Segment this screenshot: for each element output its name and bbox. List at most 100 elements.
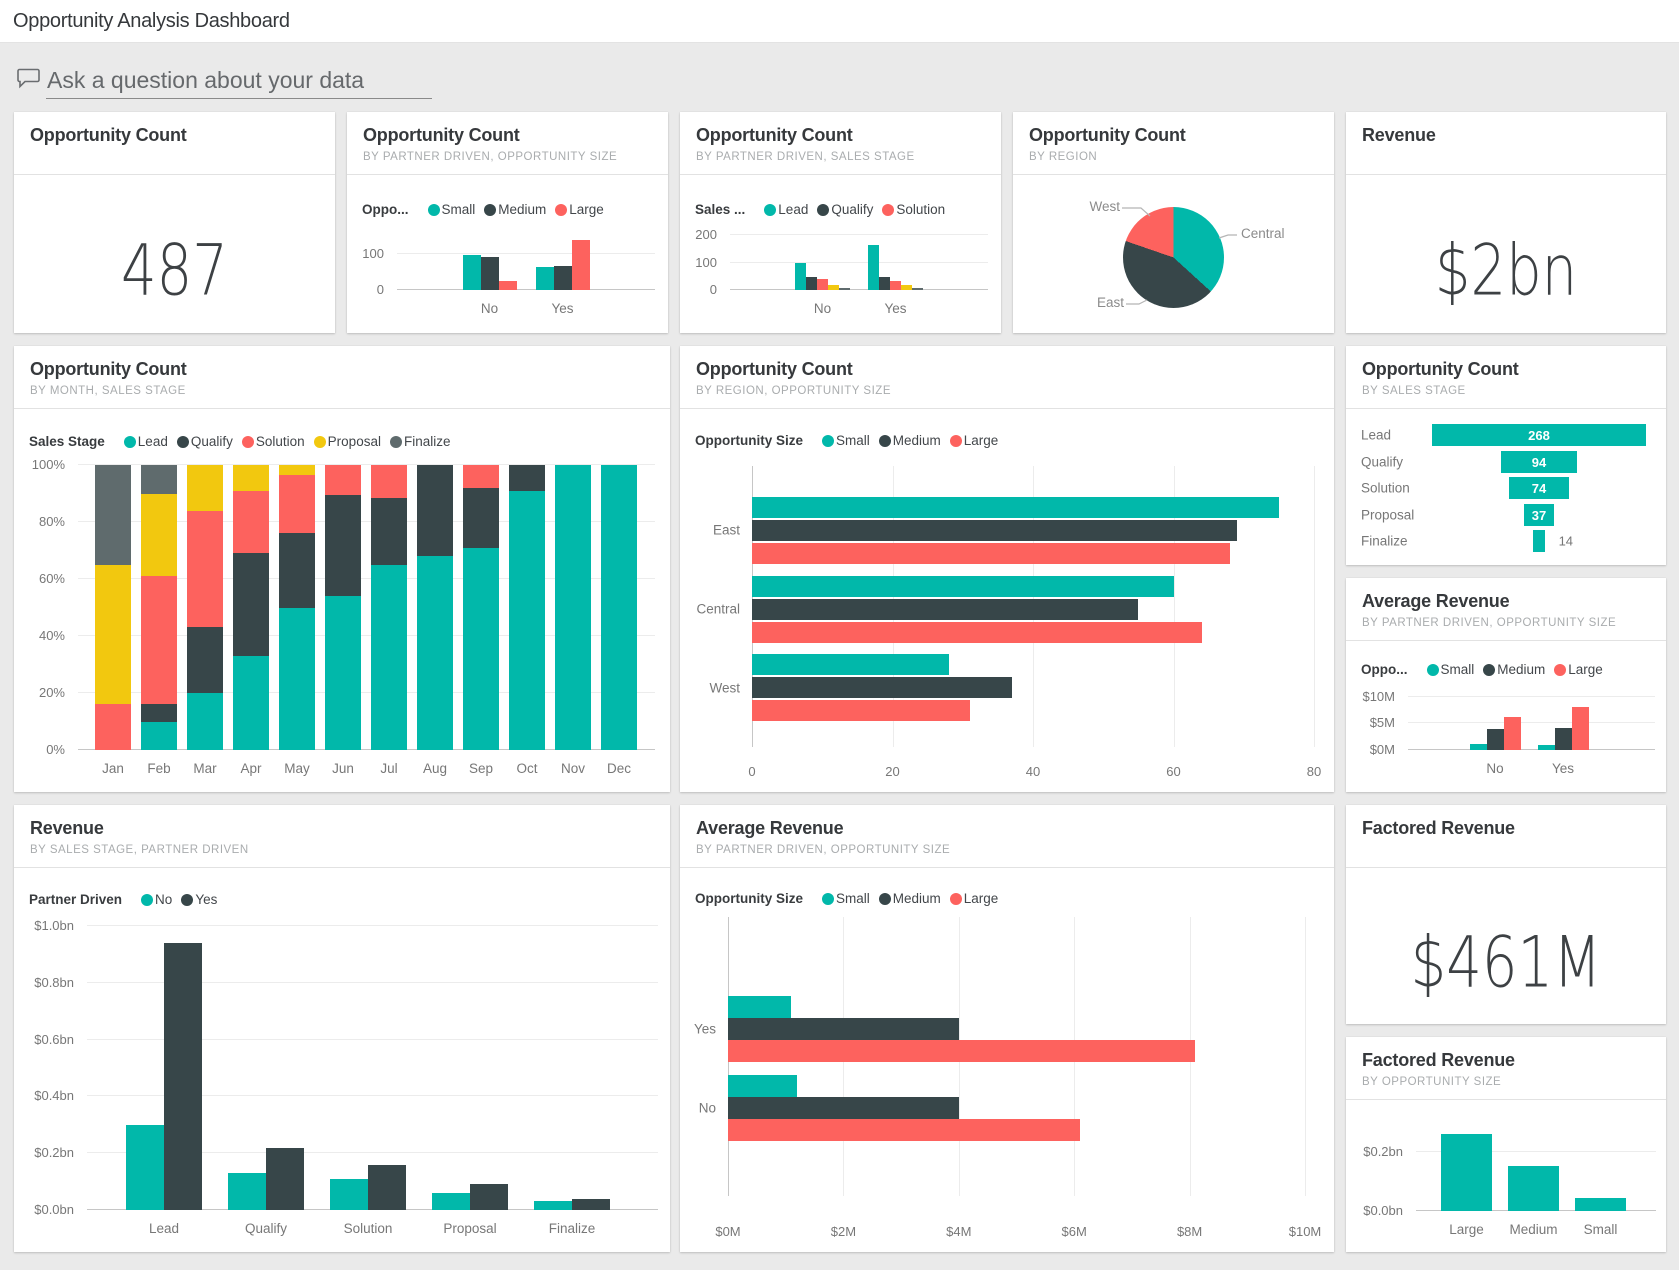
legend-item[interactable]: Small (1426, 662, 1474, 677)
bar-small[interactable] (752, 575, 1174, 597)
legend-item[interactable]: Large (555, 202, 604, 217)
bar-small[interactable] (728, 996, 792, 1019)
funnel-bar[interactable] (1533, 530, 1545, 552)
segment-proposal[interactable] (187, 465, 223, 511)
bar-no[interactable] (330, 1178, 368, 1210)
question-input[interactable]: Ask a question about your data (46, 61, 432, 99)
legend-item[interactable]: Solution (882, 202, 945, 217)
bar-medium[interactable] (1486, 728, 1504, 750)
bar-lead[interactable] (795, 263, 806, 290)
stacked-column[interactable] (95, 465, 131, 750)
segment-finalize[interactable] (95, 465, 131, 565)
legend-item[interactable]: Proposal (313, 434, 381, 449)
bar-qualify[interactable] (806, 276, 817, 290)
legend-item[interactable]: Yes (181, 892, 217, 907)
bar-large[interactable] (752, 700, 970, 722)
segment-lead[interactable] (279, 607, 315, 750)
segment-solution[interactable] (279, 474, 315, 534)
bar-no[interactable] (126, 1124, 164, 1210)
segment-lead[interactable] (555, 465, 591, 750)
legend-item[interactable]: Small (427, 202, 475, 217)
segment-lead[interactable] (187, 693, 223, 750)
segment-qualify[interactable] (325, 494, 361, 597)
tile-factored-revenue-total[interactable]: Factored Revenue $461M (1346, 805, 1666, 1024)
funnel-bar[interactable]: 94 (1501, 450, 1577, 473)
bar-no[interactable] (228, 1173, 266, 1210)
bar-large[interactable] (728, 1118, 1080, 1141)
stacked-column[interactable] (463, 465, 499, 750)
tile-opportunity-count-by-partner-driven-opportunity-size[interactable]: Opportunity Count BY PARTNER DRIVEN, OPPO… (347, 112, 668, 333)
bar-proposal[interactable] (901, 285, 912, 290)
segment-solution[interactable] (95, 704, 131, 750)
segment-qualify[interactable] (141, 704, 177, 722)
segment-lead[interactable] (417, 556, 453, 750)
bar-medium[interactable] (1554, 728, 1572, 750)
segment-solution[interactable] (233, 490, 269, 554)
bar-small[interactable] (752, 496, 1279, 518)
tile-average-revenue-by-partner-driven-opportunity-size-horizontal[interactable]: Average Revenue BY PARTNER DRIVEN, OPPORT… (680, 805, 1334, 1252)
legend-item[interactable]: Medium (484, 202, 546, 217)
segment-solution[interactable] (463, 465, 499, 488)
stacked-column[interactable] (555, 465, 591, 750)
legend-item[interactable]: Small (822, 433, 870, 448)
segment-lead[interactable] (601, 465, 637, 750)
segment-finalize[interactable] (141, 465, 177, 494)
stacked-column[interactable] (325, 465, 361, 750)
legend-item[interactable]: Lead (764, 202, 808, 217)
legend-item[interactable]: Solution (241, 434, 305, 449)
question-bar[interactable]: Ask a question about your data (17, 61, 432, 103)
bar-no[interactable] (534, 1201, 572, 1210)
segment-lead[interactable] (233, 655, 269, 750)
bar-medium[interactable] (752, 677, 1012, 699)
tile-revenue-total[interactable]: Revenue $2bn (1346, 112, 1666, 333)
bar-medium[interactable] (728, 1018, 959, 1041)
tile-opportunity-count-total[interactable]: Opportunity Count 487 (14, 112, 335, 333)
stacked-column[interactable] (509, 465, 545, 750)
legend-item[interactable]: No (141, 892, 172, 907)
tile-factored-revenue-by-opportunity-size[interactable]: Factored Revenue BY OPPORTUNITY SIZE $0.0b… (1346, 1037, 1666, 1252)
pie-chart[interactable] (1123, 206, 1224, 308)
segment-proposal[interactable] (279, 465, 315, 475)
bar-large[interactable] (752, 542, 1230, 564)
tile-opportunity-count-by-sales-stage[interactable]: Opportunity Count BY SALES STAGE Lead 268 Qu… (1346, 346, 1666, 565)
tile-opportunity-count-by-month-sales-stage[interactable]: Opportunity Count BY MONTH, SALES STAGE Sa… (14, 346, 670, 792)
bar-large[interactable] (728, 1040, 1196, 1063)
stacked-column[interactable] (279, 465, 315, 750)
bar-large[interactable] (1503, 717, 1521, 750)
legend-item[interactable]: Qualify (817, 202, 873, 217)
segment-proposal[interactable] (233, 465, 269, 491)
funnel-bar[interactable]: 268 (1432, 424, 1646, 446)
segment-qualify[interactable] (233, 553, 269, 656)
segment-proposal[interactable] (141, 493, 177, 577)
funnel-bar[interactable]: 74 (1509, 477, 1569, 499)
legend-item[interactable]: Small (822, 891, 870, 906)
stacked-column[interactable] (601, 465, 637, 750)
bar-small[interactable] (728, 1074, 798, 1097)
bar-finalize[interactable] (912, 288, 923, 290)
stacked-column[interactable] (233, 465, 269, 750)
funnel-bar[interactable]: 37 (1524, 503, 1554, 526)
bar-large[interactable] (752, 621, 1202, 643)
legend-item[interactable]: Qualify (176, 434, 233, 449)
tile-opportunity-count-by-region[interactable]: Opportunity Count BY REGION Central East Wes… (1013, 112, 1334, 333)
bar-large[interactable] (1571, 706, 1589, 750)
tile-revenue-by-sales-stage-partner-driven[interactable]: Revenue BY SALES STAGE, PARTNER DRIVEN Par… (14, 805, 670, 1252)
stacked-column[interactable] (371, 465, 407, 750)
legend-item[interactable]: Large (949, 433, 998, 448)
segment-solution[interactable] (371, 465, 407, 498)
legend-item[interactable]: Finalize (389, 434, 451, 449)
segment-solution[interactable] (141, 576, 177, 705)
bar-small[interactable] (535, 267, 554, 290)
bar-proposal[interactable] (828, 284, 839, 290)
bar-yes[interactable] (470, 1184, 508, 1210)
tile-average-revenue-by-partner-driven-opportunity-size[interactable]: Average Revenue BY PARTNER DRIVEN, OPPORT… (1346, 578, 1666, 792)
bar-solution[interactable] (817, 278, 828, 290)
bar-small[interactable] (1537, 744, 1555, 750)
bar-large[interactable] (498, 280, 517, 290)
segment-proposal[interactable] (95, 564, 131, 705)
segment-qualify[interactable] (279, 533, 315, 608)
segment-solution[interactable] (187, 510, 223, 628)
tile-opportunity-count-by-region-opportunity-size[interactable]: Opportunity Count BY REGION, OPPORTUNITY … (680, 346, 1334, 792)
bar-finalize[interactable] (839, 287, 850, 290)
bar-small[interactable] (752, 654, 949, 676)
